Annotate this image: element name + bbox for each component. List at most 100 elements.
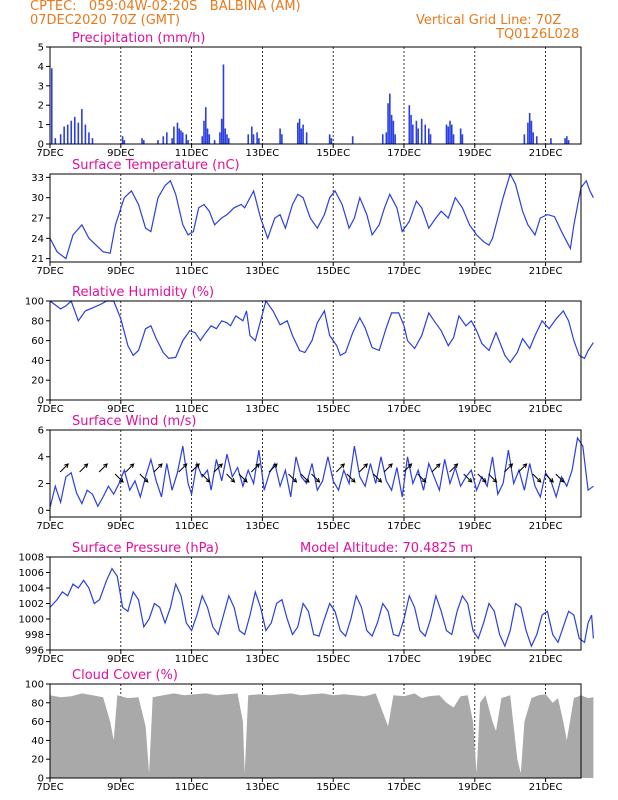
x-tick-label: 19DEC <box>458 521 492 532</box>
wind-arrow <box>311 473 320 483</box>
panel-0: 0 1 2 3 4 5 7DEC 9DEC 11DEC 13DEC 15DEC 17DEC 19DEC 2… <box>36 31 582 159</box>
y-tick-label: 1004 <box>19 584 44 595</box>
precip-bar <box>171 138 173 144</box>
wind-arrow-head <box>350 478 356 483</box>
plot-frame <box>49 46 582 145</box>
wind-arrow-head <box>315 478 321 483</box>
precip-bar <box>178 128 181 144</box>
wind-arrow-head <box>205 478 211 483</box>
wind-arrow-head <box>143 478 149 483</box>
wind-arrow-head <box>64 463 69 468</box>
precip-bar <box>176 122 179 144</box>
precip-bar <box>408 105 411 144</box>
x-tick-label: 19DEC <box>458 782 492 793</box>
x-tick-label: 9DEC <box>107 521 134 532</box>
x-tick-label: 15DEC <box>316 654 350 665</box>
precip-bar <box>412 124 414 144</box>
precip-bar <box>566 136 568 144</box>
precip-bar <box>302 124 304 144</box>
precip-bar <box>173 126 175 144</box>
y-tick-label: 20 <box>31 755 44 766</box>
wind-arrow <box>213 463 223 473</box>
plot-frame <box>49 300 582 401</box>
precip-bar <box>381 134 384 144</box>
wind-arrow <box>190 463 200 473</box>
precip-bar <box>429 134 432 144</box>
wind-arrow-head <box>292 478 298 483</box>
precip-bar <box>424 124 427 144</box>
x-tick-label: 17DEC <box>387 148 421 159</box>
x-tick-label: 17DEC <box>387 404 421 415</box>
y-tick-label: 0 <box>38 506 44 517</box>
wind-arrow-head <box>522 463 528 468</box>
x-tick-label: 17DEC <box>387 521 421 532</box>
series-line <box>49 436 594 508</box>
precip-bar <box>550 138 552 144</box>
wind-arrow <box>449 463 458 473</box>
panel-3: 0 2 4 6 7DEC 9DEC 11DEC 13DEC 15DEC 17DEC 19DEC 21D… <box>36 414 594 532</box>
precip-bar <box>328 134 331 144</box>
precip-bar <box>219 132 221 144</box>
wind-arrow <box>346 473 356 483</box>
series-line <box>49 172 594 260</box>
precip-bar <box>143 140 145 144</box>
wind-arrow-head <box>549 478 554 483</box>
y-tick-label: 1002 <box>19 599 44 610</box>
precip-bar <box>459 128 462 144</box>
precip-bar <box>226 134 228 144</box>
precip-bar <box>157 140 159 144</box>
x-tick-label: 21DEC <box>529 654 563 665</box>
wind-arrow-head <box>119 478 124 483</box>
x-tick-label: 7DEC <box>36 521 63 532</box>
panel-5: 0 20 40 60 80 100 7DEC 9DEC 11DEC 13DEC 15DEC 17DEC… <box>25 668 594 793</box>
y-tick-label: 2 <box>38 479 44 490</box>
y-tick-label: 4 <box>38 62 44 73</box>
wind-arrow-head <box>157 463 163 468</box>
x-tick-label: 19DEC <box>458 266 492 277</box>
panel-title: Precipitation (mm/h) <box>72 31 205 46</box>
header-model-id: TQ0126L028 <box>496 27 580 42</box>
x-tick-label: 11DEC <box>175 521 209 532</box>
y-tick-label: 1 <box>38 120 44 131</box>
y-tick-label: 5 <box>38 43 44 54</box>
header-grid-line: Vertical Grid Line: 70Z <box>416 13 562 28</box>
y-tick-label: 4 <box>38 452 44 463</box>
precip-bar <box>70 120 73 144</box>
wind-arrow <box>139 473 149 483</box>
x-tick-label: 9DEC <box>107 266 134 277</box>
precip-bar <box>123 140 126 144</box>
x-tick-label: 17DEC <box>387 782 421 793</box>
series-line <box>49 299 594 364</box>
precip-bar <box>66 124 69 144</box>
precip-bar <box>84 124 87 144</box>
precip-bar <box>394 134 396 144</box>
precip-bar <box>564 138 566 144</box>
precip-bar <box>162 136 165 144</box>
precip-bar <box>389 93 391 144</box>
wind-arrow-head <box>242 478 248 483</box>
y-tick-label: 100 <box>25 297 44 308</box>
precip-bar <box>201 136 204 144</box>
x-tick-label: 19DEC <box>458 654 492 665</box>
precip-bar <box>166 132 168 144</box>
x-tick-label: 7DEC <box>36 266 63 277</box>
y-tick-label: 3 <box>38 81 44 92</box>
y-tick-label: 60 <box>31 717 44 728</box>
precip-bar <box>410 114 412 144</box>
x-tick-label: 13DEC <box>246 782 280 793</box>
y-tick-label: 1000 <box>19 615 44 626</box>
x-tick-label: 11DEC <box>175 654 209 665</box>
cloud-cover-area <box>50 693 594 778</box>
panel-annotation: Model Altitude: 70.4825 m <box>300 541 473 556</box>
precip-bar <box>330 138 333 144</box>
wind-arrow <box>403 463 412 473</box>
wind-arrow <box>114 473 124 483</box>
precip-bar <box>73 116 76 144</box>
y-tick-label: 40 <box>31 736 44 747</box>
wind-arrow <box>268 463 278 473</box>
wind-arrow <box>125 463 135 473</box>
y-tick-label: 998 <box>25 630 44 641</box>
y-tick-label: 2 <box>38 101 44 112</box>
precip-bar <box>417 128 419 144</box>
precip-bar <box>227 138 230 144</box>
